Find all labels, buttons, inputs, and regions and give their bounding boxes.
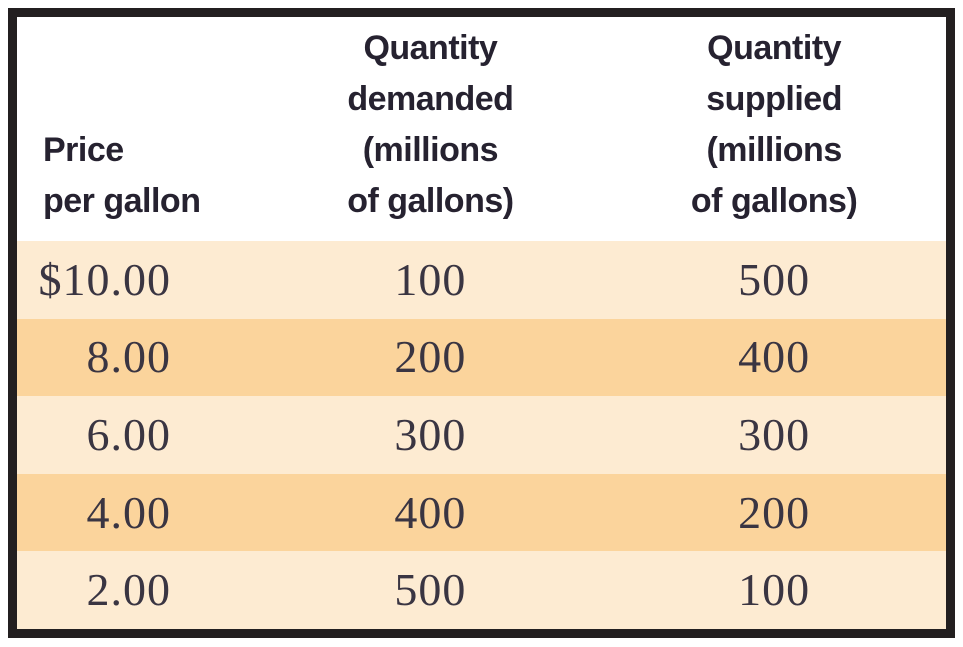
header-line: of gallons) xyxy=(690,182,858,220)
quantity-demanded-cell: 400 xyxy=(394,486,467,538)
header-line: (millions xyxy=(706,131,842,169)
price-value: 6.00 xyxy=(86,408,171,460)
quantity-supplied-cell: 100 xyxy=(738,564,811,616)
table-row: 4.00 400 200 xyxy=(17,473,946,552)
table-header-row: Price per gallon Quantity demanded (mill… xyxy=(17,17,946,241)
quantity-supplied-cell: 500 xyxy=(738,253,811,305)
price-value: 2.00 xyxy=(86,564,171,616)
quantity-demanded-cell: 500 xyxy=(394,564,467,616)
price-cell: 4.00 xyxy=(17,486,259,538)
header-line: (millions xyxy=(362,131,499,169)
header-price-per-gallon: Price per gallon xyxy=(17,125,259,241)
price-value: 8.00 xyxy=(86,331,171,383)
header-quantity-supplied: Quantity supplied (millions of gallons) xyxy=(602,23,946,241)
header-line: demanded xyxy=(347,80,514,118)
price-cell: 8.00 xyxy=(17,334,259,380)
header-line: Price xyxy=(43,131,124,169)
quantity-supplied-cell: 400 xyxy=(738,331,811,383)
price-value: $10.00 xyxy=(38,253,171,305)
table-row: $10.00 100 500 xyxy=(17,241,946,319)
table-row: 8.00 200 400 xyxy=(17,318,946,397)
table-row: 2.00 500 100 xyxy=(17,551,946,629)
table-row: 6.00 300 300 xyxy=(17,396,946,474)
quantity-supplied-cell: 200 xyxy=(738,486,811,538)
quantity-demanded-cell: 100 xyxy=(394,253,467,305)
header-line: Quantity xyxy=(363,29,498,67)
table-frame: Price per gallon Quantity demanded (mill… xyxy=(8,8,955,638)
header-line: Quantity xyxy=(707,29,842,67)
quantity-demanded-cell: 200 xyxy=(394,331,467,383)
header-line: per gallon xyxy=(43,182,201,220)
header-quantity-demanded: Quantity demanded (millions of gallons) xyxy=(259,23,603,241)
price-cell: $10.00 xyxy=(17,253,259,305)
quantity-demanded-cell: 300 xyxy=(394,408,467,460)
header-line: of gallons) xyxy=(347,182,514,220)
quantity-supplied-cell: 300 xyxy=(738,408,811,460)
header-line: supplied xyxy=(706,80,842,118)
price-value: 4.00 xyxy=(86,486,171,538)
price-cell: 2.00 xyxy=(17,567,259,613)
price-cell: 6.00 xyxy=(17,408,259,460)
